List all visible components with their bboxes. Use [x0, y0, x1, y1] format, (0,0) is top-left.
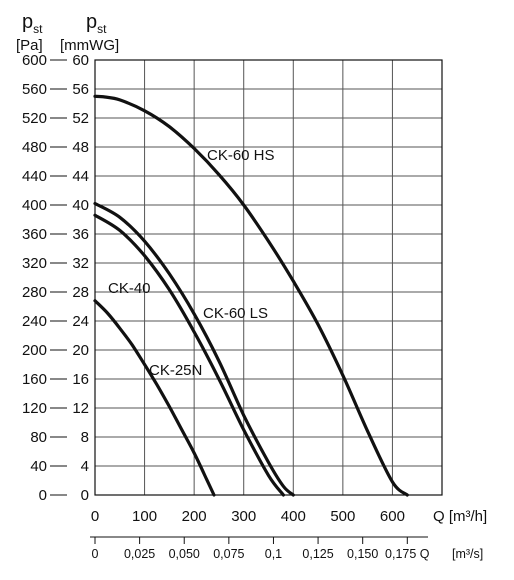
left-axis: 0 40 80 120 160 200 240 280 320 360 400 440 480 520 56… — [22, 52, 60, 504]
x-m3s-tick-label: 0,175 Q — [385, 547, 430, 561]
left-tick-label: 560 — [22, 81, 47, 98]
left-tick-label: 400 — [22, 197, 47, 214]
inner-tick-label: 20 — [72, 342, 89, 359]
x-axis-m3s: 0 0,025 0,050 0,075 0,1 0,125 0,150 0,175 Q [m³/… — [92, 537, 483, 561]
left-tick-label: 360 — [22, 226, 47, 243]
curve-ck-25n — [93, 299, 216, 497]
inner-tick-label: 0 — [81, 487, 89, 504]
right-axis-header: pst — [86, 11, 107, 36]
left-tick-label: 40 — [30, 458, 47, 475]
left-tick-label: 160 — [22, 371, 47, 388]
inner-tick-label: 56 — [72, 81, 89, 98]
left-tick-label: 600 — [22, 52, 47, 69]
inner-tick-label: 32 — [72, 255, 89, 272]
inner-tick-label: 48 — [72, 139, 89, 156]
curve-ck-60-ls — [93, 201, 295, 497]
grid — [95, 60, 442, 495]
x-m3h-tick-label: 500 — [330, 508, 355, 525]
x-m3s-tick-label: 0,025 — [124, 547, 155, 561]
x-m3s-tick-label: 0,050 — [169, 547, 200, 561]
inner-tick-label: 4 — [81, 458, 89, 475]
left-tick-label: 240 — [22, 313, 47, 330]
x-m3s-tick-label: 0,125 — [302, 547, 333, 561]
x-m3h-tick-label: 100 — [132, 508, 157, 525]
curve-label-ck-60-ls: CK-60 LS — [203, 305, 268, 322]
left-tick-label: 200 — [22, 342, 47, 359]
left-axis-header: pst — [22, 11, 43, 36]
inner-tick-label: 16 — [72, 371, 89, 388]
left-tick-label: 520 — [22, 110, 47, 127]
x-m3h-tick-label: 400 — [281, 508, 306, 525]
x-m3s-axis-unit: [m³/s] — [452, 547, 483, 561]
inner-tick-label: 44 — [72, 168, 89, 185]
inner-tick-label: 40 — [72, 197, 89, 214]
left-axis-unit: [Pa] — [16, 37, 43, 54]
curves: CK-60 HS CK-60 LS CK-40 CK-25N — [93, 94, 409, 497]
plot-frame — [94, 59, 443, 496]
left-tick-label: 480 — [22, 139, 47, 156]
left-tick-label: 280 — [22, 284, 47, 301]
curve-ck-60-hs — [93, 94, 409, 497]
inner-tick-label: 8 — [81, 429, 89, 446]
curve-ck-40 — [93, 213, 285, 497]
curve-label-ck-25n: CK-25N — [149, 362, 202, 379]
inner-tick-label: 12 — [72, 400, 89, 417]
x-m3s-tick-label: 0,150 — [347, 547, 378, 561]
inner-tick-label: 24 — [72, 313, 89, 330]
left-tick-label: 120 — [22, 400, 47, 417]
left-tick-label: 440 — [22, 168, 47, 185]
inner-tick-label: 28 — [72, 284, 89, 301]
left-tick-label: 0 — [39, 487, 47, 504]
x-m3h-tick-label: 300 — [231, 508, 256, 525]
x-m3h-tick-label: 0 — [91, 508, 99, 525]
inner-tick-label: 36 — [72, 226, 89, 243]
right-axis-unit: [mmWG] — [60, 37, 119, 54]
left-tick-label: 320 — [22, 255, 47, 272]
inner-tick-label: 52 — [72, 110, 89, 127]
x-m3h-axis-label: Q [m³/h] — [433, 508, 487, 525]
curve-label-ck-60-hs: CK-60 HS — [207, 147, 275, 164]
inner-tick-label: 60 — [72, 52, 89, 69]
left-tick-label: 80 — [30, 429, 47, 446]
x-m3h-tick-label: 600 — [380, 508, 405, 525]
x-m3h-tick-label: 200 — [182, 508, 207, 525]
x-m3s-tick-label: 0,075 — [213, 547, 244, 561]
x-axis-m3h: 0 100 200 300 400 500 600 Q [m³/h] — [91, 508, 487, 525]
x-m3s-tick-label: 0 — [92, 547, 99, 561]
curve-label-ck-40: CK-40 — [108, 280, 151, 297]
x-m3s-tick-label: 0,1 — [265, 547, 282, 561]
